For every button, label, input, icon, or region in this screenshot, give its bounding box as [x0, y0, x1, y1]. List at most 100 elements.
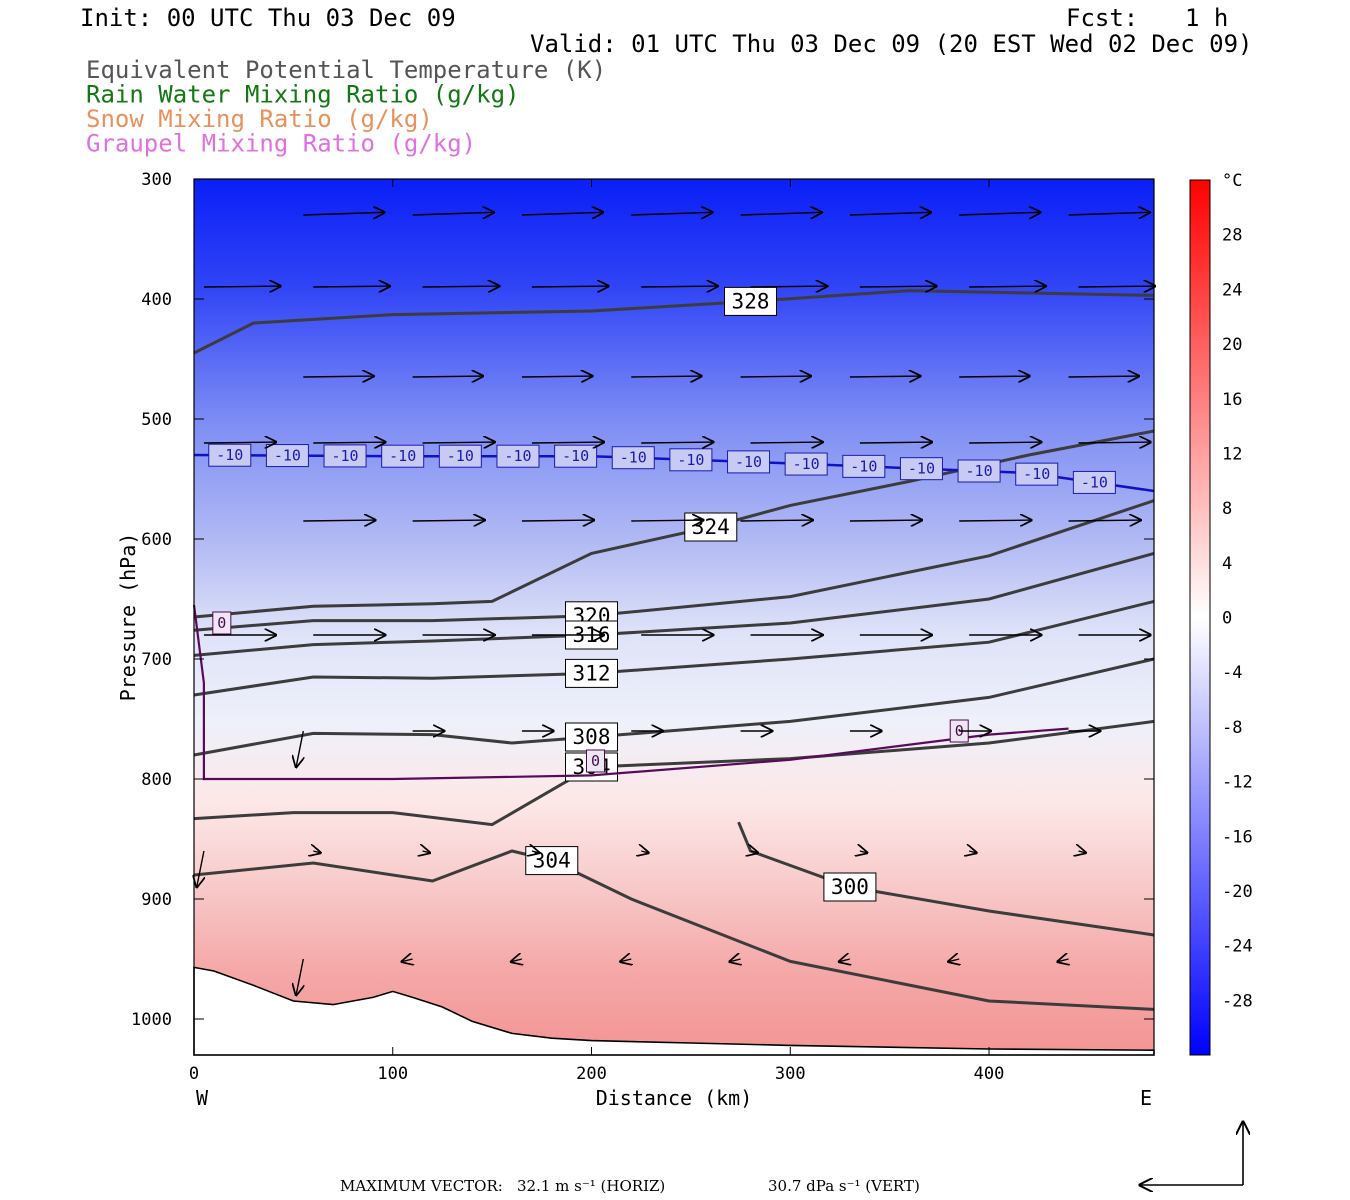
y-axis-title: Pressure (hPa) — [116, 533, 140, 702]
wind-vector — [641, 286, 718, 287]
wind-vector — [839, 959, 850, 962]
isotherm-label: -10 — [389, 447, 416, 465]
isotherm-label: -10 — [562, 447, 589, 465]
contour-label-box — [565, 658, 619, 688]
forecast-hour: 1 h — [1185, 4, 1228, 32]
wind-vector — [859, 286, 937, 287]
wind-vector — [969, 286, 1046, 287]
colorbar-label: -8 — [1222, 718, 1242, 738]
wind-vector — [422, 286, 500, 287]
contour-label: 324 — [692, 515, 730, 539]
colorbar-label: 8 — [1222, 499, 1232, 519]
x-tick-label: 300 — [775, 1064, 806, 1084]
temperature-shading — [194, 179, 1154, 1055]
wind-vector — [511, 959, 522, 962]
isotherm-label-box — [208, 443, 252, 467]
colorbar-label: 20 — [1222, 335, 1242, 355]
isotherm-label-box — [323, 444, 367, 468]
isotherm-label-box — [669, 448, 713, 472]
west-label: W — [196, 1086, 209, 1110]
east-label: E — [1140, 1086, 1152, 1110]
plot-frame — [193, 178, 1155, 1056]
wind-vector — [740, 520, 813, 521]
max-vector-label: MAXIMUM VECTOR: — [340, 1177, 503, 1195]
wind-vector — [521, 212, 603, 215]
isotherm-label: -10 — [332, 447, 359, 465]
isotherm-label: -10 — [274, 447, 301, 465]
x-axis-title: Distance (km) — [596, 1086, 753, 1110]
wind-vector — [620, 959, 631, 962]
wind-vector — [969, 851, 976, 853]
wind-vector — [730, 959, 741, 962]
colorbar-unit: °C — [1222, 171, 1242, 191]
isotherm-label-box — [496, 444, 540, 468]
wind-vector — [641, 442, 713, 443]
wind-vector — [641, 851, 648, 853]
x-axis: 0 100 200 300 400 — [189, 179, 1004, 1084]
y-tick-label: 400 — [141, 290, 172, 310]
wind-vector — [631, 520, 703, 521]
isotherm-label: -10 — [447, 447, 474, 465]
colorbar-label: -16 — [1222, 827, 1253, 847]
colorbar-labels: 28 24 20 16 12 8 4 0 -4 -8 -12 -16 -20 -24 -28 — [1222, 226, 1253, 1012]
isotherm-label-box — [554, 444, 598, 468]
isotherm-label-box — [842, 454, 886, 478]
x-tick-label: 100 — [377, 1064, 408, 1084]
wind-vector — [303, 212, 384, 215]
contour-label-box — [724, 286, 778, 316]
wind-vector — [1078, 851, 1085, 853]
wind-vector — [948, 959, 959, 962]
wind-vector — [1058, 959, 1069, 962]
isotherm-label: -10 — [793, 455, 820, 473]
wind-vector — [849, 376, 920, 377]
isotherm-label-box — [899, 457, 943, 481]
x-tick-label: 0 — [189, 1064, 199, 1084]
wind-vector — [412, 520, 485, 521]
wind-vector — [197, 850, 204, 887]
y-axis: 300 400 500 600 700 800 900 1000 — [131, 170, 1154, 1030]
wind-vector — [303, 520, 375, 521]
wind-vector — [740, 376, 811, 377]
colorbar-label: 16 — [1222, 390, 1242, 410]
wind-vector — [849, 520, 922, 521]
wind-vector — [1078, 442, 1150, 443]
wind-vector — [532, 851, 539, 853]
wind-vectors — [197, 212, 1155, 995]
isotherm-label-box — [957, 459, 1001, 483]
wind-vector — [313, 851, 320, 853]
isotherm-label: -10 — [1081, 473, 1108, 491]
colorbar-label: -24 — [1222, 937, 1253, 957]
wind-vector — [959, 212, 1040, 215]
forecast-label: Fcst: — [1066, 4, 1138, 32]
isotherm-label: -10 — [908, 460, 935, 478]
wind-vector — [1068, 376, 1139, 377]
plot-area: 328324320316312308304300304 -10-10-10-10… — [193, 178, 1155, 1056]
isotherm-label: -10 — [216, 446, 243, 464]
wind-vector — [296, 958, 303, 995]
wind-vector — [203, 286, 281, 287]
legend-entry: Equivalent Potential Temperature (K) — [86, 56, 606, 84]
legend-entry: Rain Water Mixing Ratio (g/kg) — [86, 81, 519, 109]
wind-vector — [859, 442, 932, 443]
wind-vector — [521, 520, 594, 521]
isotherm-label: -10 — [735, 453, 762, 471]
legend-entry: Snow Mixing Ratio (g/kg) — [86, 105, 433, 133]
zero-label-box — [212, 611, 232, 635]
wind-vector — [750, 442, 823, 443]
wind-vector — [1068, 212, 1150, 215]
wind-vector — [969, 442, 1041, 443]
colorbar-label: -4 — [1222, 663, 1242, 683]
wind-vector — [631, 212, 712, 215]
wind-vector — [959, 376, 1029, 377]
isotherm-label: -10 — [850, 457, 877, 475]
isotherm-label: -10 — [620, 449, 647, 467]
wind-vector — [750, 286, 828, 287]
isotherm-label: -10 — [1023, 465, 1050, 483]
colorbar-label: 28 — [1222, 226, 1242, 246]
contour-label: 328 — [732, 289, 770, 313]
y-tick-label: 900 — [141, 890, 172, 910]
wind-vector — [959, 520, 1031, 521]
colorbar-label: -12 — [1222, 773, 1253, 793]
isotherm-label-box — [381, 444, 425, 468]
colorbar-label: -20 — [1222, 882, 1253, 902]
